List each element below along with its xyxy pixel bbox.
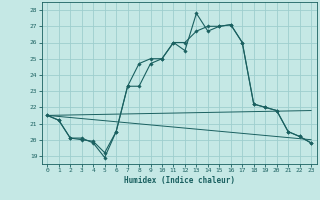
X-axis label: Humidex (Indice chaleur): Humidex (Indice chaleur) xyxy=(124,176,235,185)
